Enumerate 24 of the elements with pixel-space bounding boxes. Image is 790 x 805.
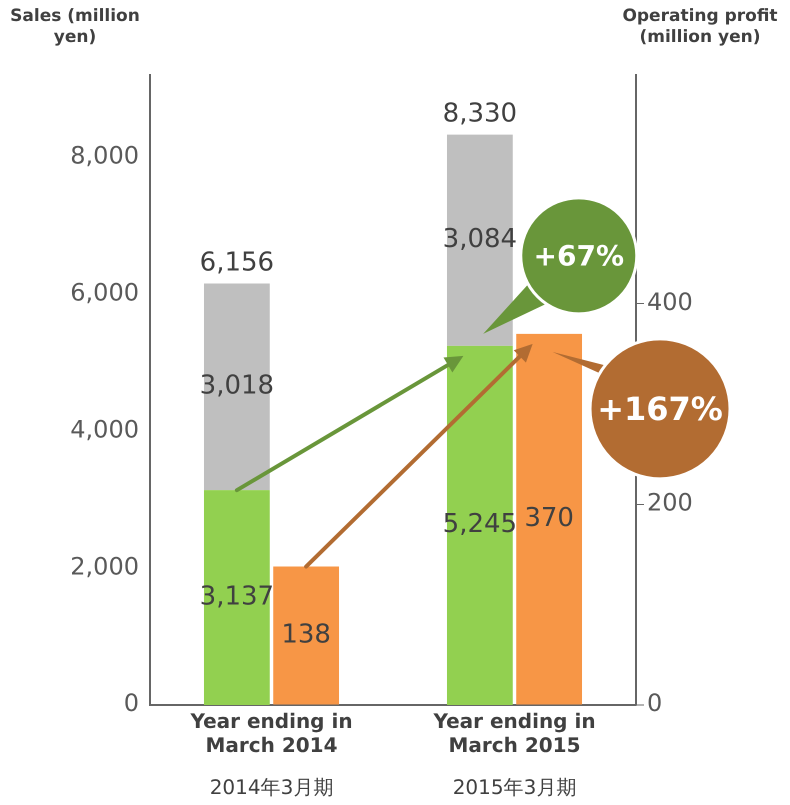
y-tick-label: 4,000 xyxy=(70,415,139,444)
total-label: 6,156 xyxy=(200,247,274,278)
annotation: +67% xyxy=(534,239,624,272)
y2-tick-label: 400 xyxy=(647,288,693,316)
bar xyxy=(446,346,513,705)
x-tick-label: Year ending in March 2014 xyxy=(189,709,353,758)
y-tick-label: 0 xyxy=(124,689,139,718)
y-tick-label: 6,000 xyxy=(70,278,139,306)
x-tick-label: Year ending in March 2015 xyxy=(432,709,596,758)
y-axis-title: Sales (million yen) xyxy=(9,6,141,48)
data-label: 3,084 xyxy=(442,224,518,254)
total-label: 8,330 xyxy=(442,98,518,128)
y2-tick-label: 200 xyxy=(647,488,693,517)
y2-tick-label: 0 xyxy=(647,689,662,718)
data-label: 138 xyxy=(281,619,331,650)
data-label: 370 xyxy=(524,502,574,533)
y-tick-label: 2,000 xyxy=(70,552,139,580)
text: 2015年3月期 xyxy=(452,775,576,800)
annotation: +167% xyxy=(597,390,723,428)
bar xyxy=(204,490,270,705)
y2-axis-title: Operating profit (million yen) xyxy=(621,6,779,48)
text: 2014年3月期 xyxy=(210,775,334,800)
y-tick-label: 8,000 xyxy=(70,141,139,170)
data-label: 3,018 xyxy=(200,370,274,401)
